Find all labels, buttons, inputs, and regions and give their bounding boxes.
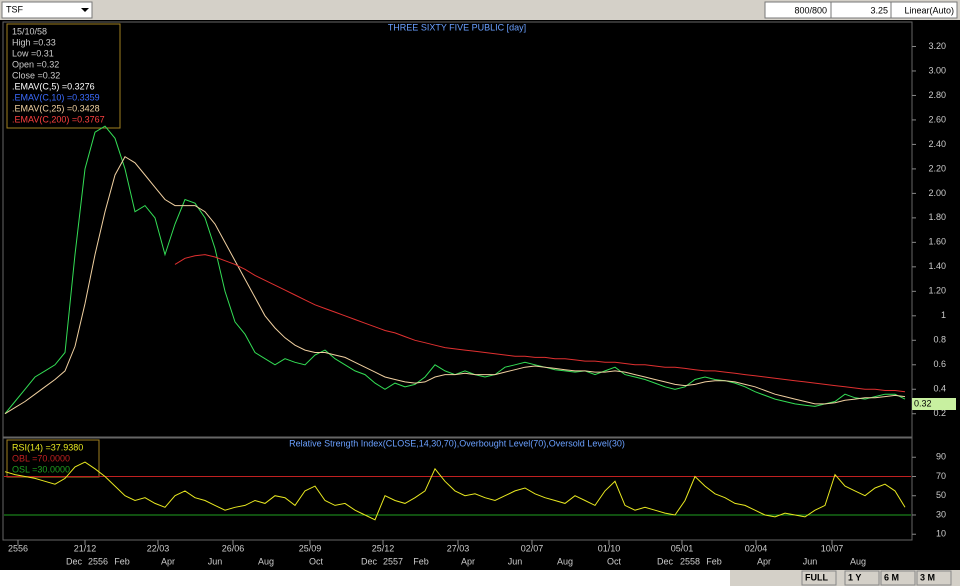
y-tick-label: 0.4 [933, 384, 946, 394]
series-line [4, 461, 906, 521]
last-price: 0.32 [914, 398, 932, 408]
x-date-label: 10/07 [821, 543, 844, 553]
y-tick-label: 0.8 [933, 335, 946, 345]
y-tick-label: 70 [936, 471, 946, 481]
x-date-label: 02/07 [521, 543, 544, 553]
y-tick-label: 0.2 [933, 408, 946, 418]
y-tick-label: 1.40 [928, 261, 946, 271]
symbol-input[interactable] [1, 1, 93, 19]
range-button-label: 3 M [920, 572, 935, 582]
price: 3.25 [870, 5, 888, 15]
x-month-label: Dec [66, 556, 83, 566]
x-month-label: Apr [757, 556, 771, 566]
y-tick-label: 1.60 [928, 237, 946, 247]
scale-field[interactable] [890, 1, 958, 19]
info-line: Close =0.32 [12, 70, 60, 80]
info-line: High =0.33 [12, 37, 56, 47]
x-date-label: 02/04 [745, 543, 768, 553]
range-button-label: 6 M [884, 572, 899, 582]
x-month-label: Aug [850, 556, 866, 566]
x-date-label: 01/10 [598, 543, 621, 553]
y-tick-label: 2.40 [928, 139, 946, 149]
y-tick-label: 0.6 [933, 359, 946, 369]
rsi-legend: OBL =70.0000 [12, 453, 70, 463]
series-line [174, 254, 906, 393]
x-date-label: 25/09 [299, 543, 322, 553]
x-date-label: 2556 [8, 543, 28, 553]
x-month-label: Feb [114, 556, 130, 566]
x-month-label: Aug [557, 556, 573, 566]
y-tick-label: 30 [936, 509, 946, 519]
range-button[interactable] [916, 570, 952, 586]
price-panel [2, 21, 913, 438]
y-tick-label: 3.20 [928, 41, 946, 51]
y-tick-label: 2.60 [928, 114, 946, 124]
scrollbar[interactable] [0, 570, 730, 586]
toolbar [0, 0, 960, 20]
y-tick-label: 1 [941, 310, 946, 320]
x-month-label: Oct [309, 556, 324, 566]
x-date-label: 21/12 [74, 543, 97, 553]
rsi-panel [2, 437, 913, 541]
x-month-label: Jun [208, 556, 223, 566]
x-month-label: 2557 [383, 556, 403, 566]
ema-legend: .EMAV(C,25) =0.3428 [12, 103, 100, 113]
range-button[interactable] [880, 570, 916, 586]
x-month-label: Dec [361, 556, 378, 566]
x-month-label: 2558 [680, 556, 700, 566]
info-line: Open =0.32 [12, 59, 59, 69]
last-price-box [912, 398, 956, 410]
x-date-label: 25/12 [372, 543, 395, 553]
ema-legend: .EMAV(C,10) =0.3359 [12, 92, 100, 102]
rsi-legend: OSL =30.0000 [12, 464, 70, 474]
scale: Linear(Auto) [904, 5, 954, 15]
x-month-label: Jun [803, 556, 818, 566]
y-tick-label: 90 [936, 452, 946, 462]
range-button-label: FULL [805, 572, 828, 582]
x-month-label: 2556 [88, 556, 108, 566]
x-date-label: 27/03 [447, 543, 470, 553]
y-tick-label: 3.00 [928, 65, 946, 75]
x-month-label: Aug [258, 556, 274, 566]
y-tick-label: 2.80 [928, 90, 946, 100]
ema-legend: .EMAV(C,5) =0.3276 [12, 81, 95, 91]
y-tick-label: 10 [936, 529, 946, 539]
x-month-label: Jun [508, 556, 523, 566]
series-line [4, 156, 906, 415]
y-tick-label: 2.00 [928, 188, 946, 198]
range-button[interactable] [844, 570, 880, 586]
y-tick-label: 50 [936, 490, 946, 500]
x-month-label: Feb [413, 556, 429, 566]
x-month-label: Apr [461, 556, 475, 566]
ema-legend: .EMAV(C,200) =0.3767 [12, 114, 105, 124]
symbol: TSF [6, 4, 24, 14]
rsi-title: Relative Strength Index(CLOSE,14,30,70),… [289, 438, 625, 448]
x-month-label: Oct [607, 556, 622, 566]
x-date-label: 22/03 [147, 543, 170, 553]
y-tick-label: 1.20 [928, 286, 946, 296]
x-date-label: 05/01 [671, 543, 694, 553]
x-month-label: Dec [657, 556, 674, 566]
info-box [6, 23, 121, 129]
range-button-label: 1 Y [848, 572, 861, 582]
chart-title: THREE SIXTY FIVE PUBLIC [day] [388, 22, 526, 32]
range: 800/800 [794, 5, 827, 15]
info-date: 15/10/58 [12, 26, 47, 36]
x-date-label: 26/06 [222, 543, 245, 553]
x-month-label: Apr [161, 556, 175, 566]
info-line: Low =0.31 [12, 48, 54, 58]
x-month-label: Feb [706, 556, 722, 566]
rsi-legend: RSI(14) =37.9380 [12, 442, 83, 452]
y-tick-label: 2.20 [928, 163, 946, 173]
y-tick-label: 1.80 [928, 212, 946, 222]
rsi-legend-box [6, 439, 100, 478]
range-button[interactable] [801, 570, 837, 586]
dropdown-arrow[interactable] [81, 8, 89, 12]
